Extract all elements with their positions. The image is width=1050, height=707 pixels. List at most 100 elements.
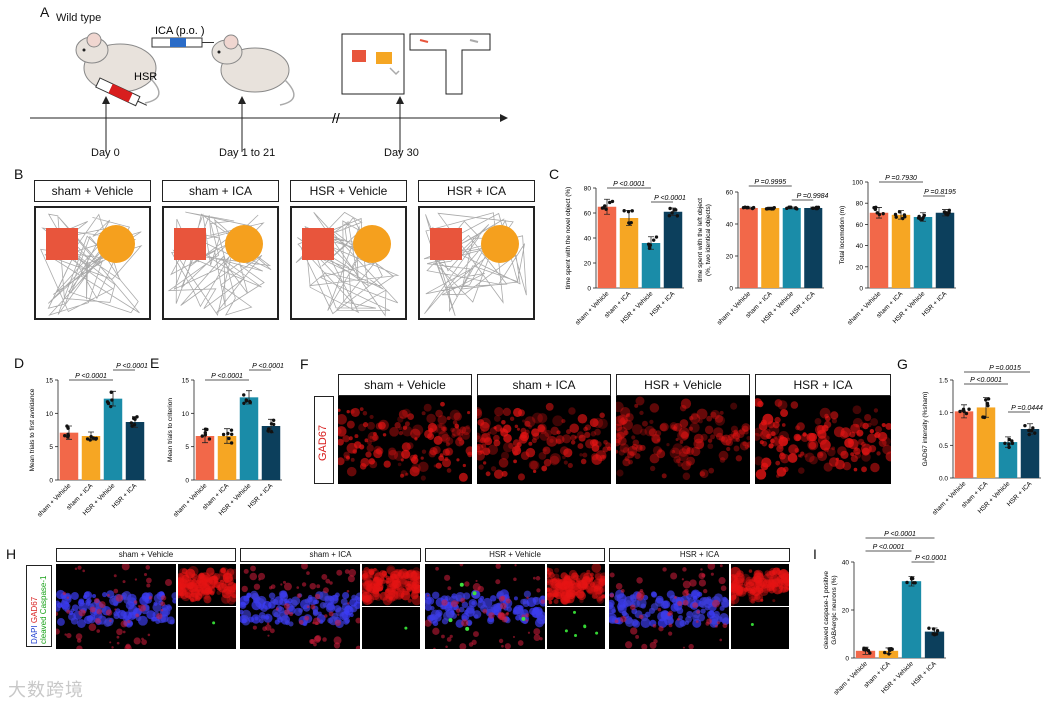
y-tick-label: 80 [584, 186, 592, 193]
gad67-stain-box: GAD67 [314, 396, 334, 484]
data-point [248, 400, 252, 404]
bar [597, 206, 617, 288]
timeline-diagram: HSR ICA (p.o. ) // [30, 25, 508, 152]
y-tick-label: 60 [584, 211, 592, 218]
y-axis-label: cleaved caspase-1 positiveGABAergic neur… [823, 571, 838, 649]
p-value-label: P <0.0001 [970, 377, 1002, 384]
data-point [648, 243, 653, 247]
ica-label: ICA (p.o. ) [155, 25, 205, 37]
data-point [668, 206, 672, 211]
data-point [203, 431, 207, 435]
chart-first-avoidance: 0 5 10 15 Mean trials to first avoidance sham… [29, 363, 148, 519]
y-tick-label: 0 [587, 286, 591, 293]
square-object [430, 228, 462, 260]
p-value-label: P <0.0001 [884, 531, 916, 538]
bar [1020, 429, 1040, 478]
data-point [229, 428, 234, 432]
data-point [922, 213, 927, 218]
y-tick-label: 40 [726, 222, 734, 229]
arena-trace-3 [290, 206, 407, 320]
bar [924, 631, 945, 658]
data-point [626, 209, 631, 214]
p-value-label: P =0.0444 [1011, 405, 1043, 412]
data-point [894, 215, 898, 219]
data-point [1003, 441, 1007, 445]
data-point [269, 429, 274, 434]
p-value-label: P <0.0001 [654, 195, 686, 202]
y-tick-label: 15 [182, 378, 190, 385]
data-point [675, 214, 680, 218]
data-point [893, 212, 898, 217]
data-point [751, 205, 756, 210]
bar [901, 581, 922, 658]
arena-trace-1 [34, 206, 151, 320]
x-tick-label: sham + Vehicle [716, 290, 753, 327]
gad67-inset-4 [731, 564, 789, 606]
data-point [981, 415, 985, 419]
bar [663, 211, 683, 288]
data-point [672, 208, 676, 212]
data-point [1023, 423, 1027, 428]
trajectory-trace [423, 212, 527, 317]
y-axis-label: time spent with the novel object (%) [565, 187, 572, 290]
data-point [1010, 441, 1015, 446]
gad67-label: GAD67 [30, 596, 39, 624]
data-point [244, 398, 248, 402]
data-point [242, 393, 246, 397]
p-value-label: P <0.0001 [211, 373, 243, 380]
data-point [267, 427, 271, 431]
data-point [745, 205, 749, 210]
data-point [897, 210, 902, 214]
f-group-label: sham + ICA [477, 374, 611, 396]
p-value-label: P <0.0001 [873, 544, 905, 551]
bar [891, 214, 911, 288]
chart-gad67-intensity: 0.0 0.5 1.0 1.5 GAD67 intensity (%sham) sham … [922, 365, 1043, 517]
data-point [1007, 437, 1012, 442]
y-tick-label: 0.5 [939, 443, 948, 450]
y-axis-label: Mean trials to criterion [167, 398, 174, 462]
data-point [872, 206, 876, 210]
y-tick-label: 20 [856, 264, 864, 271]
bar [217, 436, 237, 480]
bar [761, 208, 780, 288]
gad67-inset-2 [362, 564, 420, 606]
data-point [66, 432, 70, 437]
data-point [772, 205, 776, 210]
data-point [889, 646, 893, 651]
gad67-micrograph-1 [338, 396, 472, 484]
data-point [271, 422, 276, 427]
data-point [1029, 429, 1034, 433]
merged-micrograph-2 [240, 564, 360, 649]
bar [619, 218, 639, 288]
b-group-label: sham + ICA [162, 180, 279, 202]
watermark: 大数跨境 [8, 680, 84, 700]
data-point [227, 436, 231, 441]
y-tick-label: 40 [842, 560, 850, 567]
bar [239, 397, 259, 480]
y-tick-label: 60 [856, 222, 864, 229]
data-point [106, 401, 110, 405]
p-value-label: P <0.0001 [75, 373, 107, 380]
timeline-day30: Day 30 [384, 147, 419, 159]
data-point [226, 431, 230, 436]
data-point [63, 434, 67, 438]
data-point [909, 577, 914, 581]
data-point [129, 421, 134, 425]
p-value-label: P <0.0001 [252, 363, 284, 370]
x-tick-label: sham + Vehicle [172, 482, 209, 519]
data-point [814, 206, 818, 211]
data-point [221, 432, 226, 437]
p-value-label: P =0.9984 [797, 193, 829, 200]
data-point [901, 216, 905, 221]
data-point [242, 401, 246, 406]
data-point [964, 411, 969, 416]
error-bar [604, 198, 610, 215]
bar [869, 212, 889, 288]
gad67-micrograph-4 [755, 396, 891, 484]
x-tick-label: HSR + ICA [910, 660, 938, 688]
y-tick-label: 0 [845, 656, 849, 663]
gad67-micrograph-3 [616, 396, 750, 484]
x-tick-label: sham + Vehicle [846, 290, 883, 327]
data-point [91, 436, 96, 440]
data-point [229, 441, 234, 445]
